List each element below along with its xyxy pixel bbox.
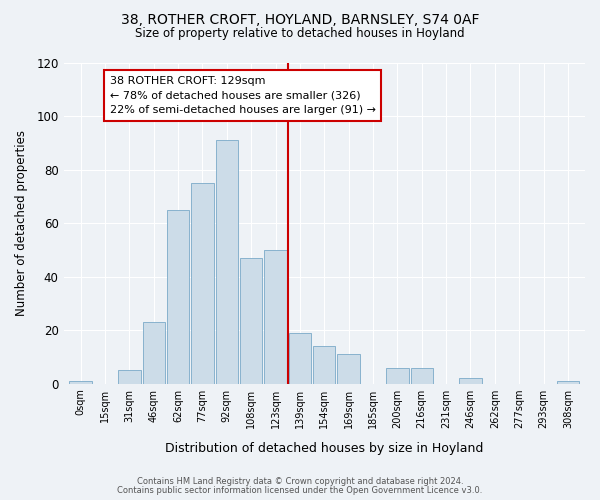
Text: Contains HM Land Registry data © Crown copyright and database right 2024.: Contains HM Land Registry data © Crown c… xyxy=(137,477,463,486)
Text: 38, ROTHER CROFT, HOYLAND, BARNSLEY, S74 0AF: 38, ROTHER CROFT, HOYLAND, BARNSLEY, S74… xyxy=(121,12,479,26)
Bar xyxy=(215,140,238,384)
Bar xyxy=(118,370,140,384)
Text: Size of property relative to detached houses in Hoyland: Size of property relative to detached ho… xyxy=(135,28,465,40)
Bar xyxy=(265,250,287,384)
Text: Contains public sector information licensed under the Open Government Licence v3: Contains public sector information licen… xyxy=(118,486,482,495)
Y-axis label: Number of detached properties: Number of detached properties xyxy=(15,130,28,316)
Bar xyxy=(386,368,409,384)
Bar xyxy=(70,381,92,384)
Bar xyxy=(337,354,360,384)
Bar xyxy=(240,258,262,384)
Text: 38 ROTHER CROFT: 129sqm
← 78% of detached houses are smaller (326)
22% of semi-d: 38 ROTHER CROFT: 129sqm ← 78% of detache… xyxy=(110,76,376,116)
Bar xyxy=(143,322,165,384)
Bar xyxy=(313,346,335,384)
Bar xyxy=(167,210,189,384)
X-axis label: Distribution of detached houses by size in Hoyland: Distribution of detached houses by size … xyxy=(165,442,484,455)
Bar xyxy=(191,183,214,384)
Bar xyxy=(289,333,311,384)
Bar xyxy=(459,378,482,384)
Bar xyxy=(557,381,579,384)
Bar xyxy=(410,368,433,384)
